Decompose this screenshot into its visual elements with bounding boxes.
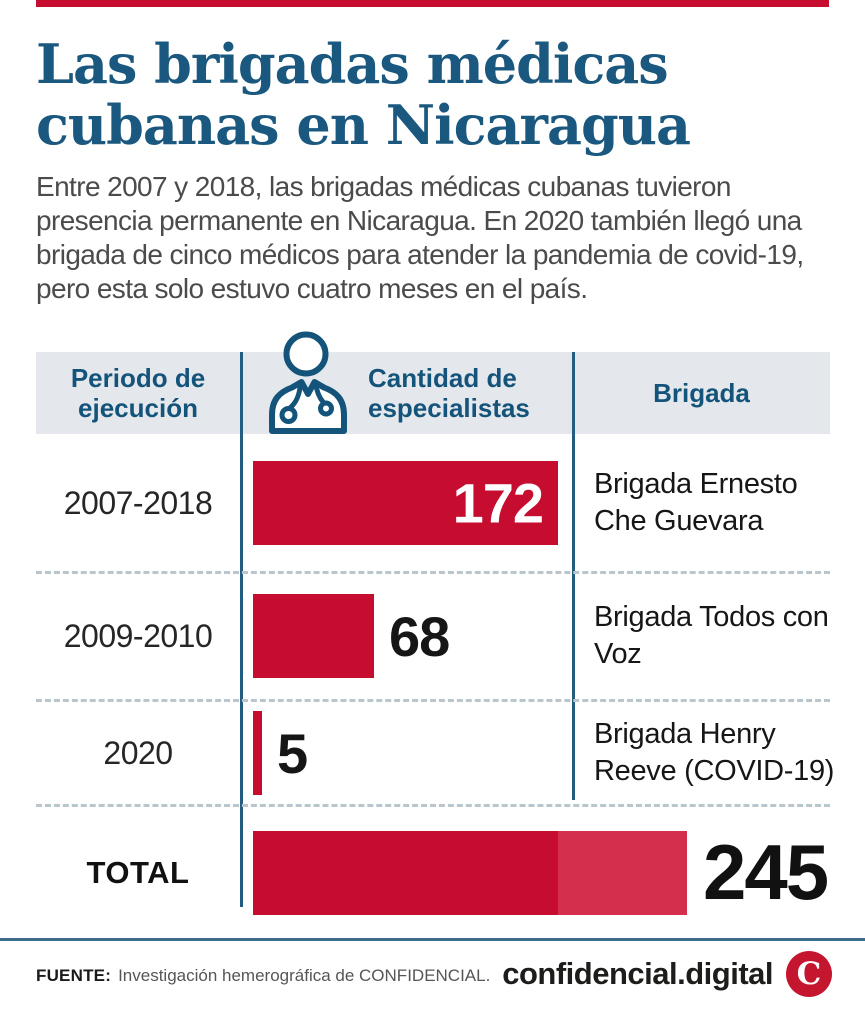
table-header: Periodo de ejecución Cantidad de especia… bbox=[36, 352, 830, 434]
page-title: Las brigadas médicas cubanas en Nicaragu… bbox=[36, 32, 691, 157]
specialist-bar bbox=[253, 594, 374, 678]
source-label: FUENTE: bbox=[36, 966, 112, 985]
bar-zone: 172 bbox=[253, 434, 558, 572]
specialist-bar: 172 bbox=[253, 461, 558, 545]
source-text: Investigación hemerográfica de CONFIDENC… bbox=[118, 966, 491, 985]
brigade-label: Brigada Henry Reeve (COVID-19) bbox=[594, 718, 835, 787]
brand-block: confidencial.digital C bbox=[502, 951, 832, 997]
table-row: 2020 5 Brigada Henry Reeve (COVID-19) bbox=[36, 700, 834, 806]
column-header-specialists: Cantidad de especialistas bbox=[368, 363, 530, 423]
table-row: 2009-2010 68 Brigada Todos con Voz bbox=[36, 572, 830, 700]
column-divider-2 bbox=[572, 352, 575, 800]
brigade-label: Brigada Todos con Voz bbox=[594, 601, 829, 670]
brigade-label: Brigada Ernesto Che Guevara bbox=[594, 468, 798, 537]
total-bar bbox=[253, 830, 687, 915]
brand-wordmark: confidencial.digital bbox=[502, 956, 773, 991]
footer-divider bbox=[0, 938, 865, 941]
top-accent-bar bbox=[36, 0, 829, 7]
period-label: 2009-2010 bbox=[63, 617, 213, 654]
period-label: 2020 bbox=[103, 734, 173, 771]
total-value: 245 bbox=[703, 828, 829, 916]
confidencial-logo-icon: C bbox=[786, 951, 832, 997]
doctor-icon bbox=[269, 331, 347, 434]
specialist-count: 5 bbox=[277, 721, 308, 785]
total-bar-extra bbox=[558, 830, 687, 915]
period-label: 2007-2018 bbox=[63, 484, 213, 521]
row-separator bbox=[36, 571, 830, 574]
bar-zone: 5 bbox=[253, 700, 308, 806]
intro-paragraph: Entre 2007 y 2018, las brigadas médicas … bbox=[36, 171, 804, 304]
column-header-brigade: Brigada bbox=[653, 378, 750, 408]
total-row: TOTAL 245 bbox=[36, 807, 830, 938]
page-title-line-2: cubanas en Nicaragua bbox=[36, 93, 691, 157]
column-divider-1 bbox=[240, 352, 243, 907]
row-separator bbox=[36, 699, 830, 702]
bar-zone: 68 bbox=[253, 572, 450, 700]
total-bar-main bbox=[253, 830, 558, 915]
bar-zone: 245 bbox=[253, 807, 829, 938]
specialist-bar bbox=[253, 711, 262, 795]
table-row: 2007-2018 172 Brigada Ernesto Che Guevar… bbox=[36, 434, 830, 572]
column-header-period: Periodo de ejecución bbox=[70, 363, 206, 423]
specialist-count: 172 bbox=[452, 471, 544, 535]
source-line: FUENTE: Investigación hemerográfica de CO… bbox=[36, 966, 490, 986]
page-title-line-1: Las brigadas médicas bbox=[36, 32, 669, 96]
row-separator bbox=[36, 804, 830, 807]
specialist-count: 68 bbox=[389, 604, 450, 668]
total-label: TOTAL bbox=[86, 854, 190, 890]
